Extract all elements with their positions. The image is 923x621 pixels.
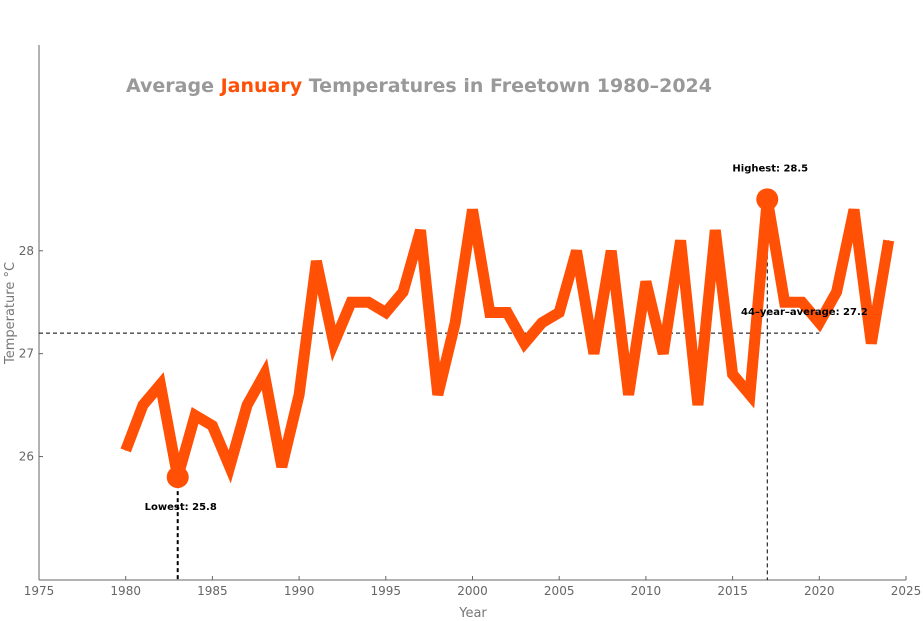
data-point [125, 449, 127, 451]
x-tick-label: 2025 [891, 584, 922, 598]
data-point [732, 373, 734, 375]
title-accent: January [219, 75, 303, 97]
data-point [506, 312, 508, 313]
x-axis-label: Year [458, 606, 487, 621]
data-point [281, 466, 283, 468]
data-point [610, 250, 612, 252]
x-tick-label: 2000 [457, 584, 488, 598]
data-point [680, 239, 682, 241]
data-point [645, 281, 647, 283]
data-point [784, 301, 786, 303]
data-point [159, 384, 161, 386]
data-point [888, 239, 890, 241]
data-point [315, 260, 317, 262]
y-tick-label: 26 [19, 450, 34, 464]
data-point [853, 209, 855, 211]
chart-title: Average January Temperatures in Freetown… [126, 75, 712, 97]
x-tick-label: 2010 [631, 584, 662, 598]
highest-marker [756, 188, 779, 211]
data-point [211, 425, 213, 427]
data-point [472, 209, 473, 211]
y-axis-label: Temperature °C [3, 262, 18, 365]
data-point [749, 394, 751, 396]
data-point [836, 291, 838, 293]
data-point [246, 404, 248, 406]
data-point [818, 322, 820, 324]
lowest-label: Lowest: 25.8 [145, 502, 217, 513]
lowest-marker [166, 466, 189, 489]
data-point [801, 301, 803, 303]
data-point [367, 301, 369, 303]
average-label: 44–year–average: 27.2 [741, 307, 868, 318]
y-tick-label: 28 [19, 244, 34, 258]
x-tick-label: 2020 [804, 584, 835, 598]
x-tick-label: 1980 [110, 584, 141, 598]
highest-label: Highest: 28.5 [732, 163, 808, 174]
data-point [454, 322, 456, 324]
data-point [333, 342, 335, 344]
data-point [229, 466, 231, 468]
data-point [350, 301, 352, 303]
data-point [385, 312, 387, 313]
data-point [298, 394, 300, 396]
data-point [628, 394, 630, 396]
x-tick-label: 1985 [197, 584, 228, 598]
data-point [593, 353, 595, 355]
x-tick-label: 2005 [544, 584, 575, 598]
data-point [402, 291, 404, 293]
data-point [194, 414, 196, 416]
temperature-line [120, 198, 895, 484]
data-point [541, 322, 543, 324]
data-point [697, 404, 699, 406]
data-point [419, 229, 421, 231]
x-tick-label: 1990 [284, 584, 315, 598]
data-point [714, 229, 716, 231]
x-tick-label: 2015 [717, 584, 748, 598]
data-point [142, 404, 144, 406]
data-point [437, 394, 439, 396]
data-point [870, 342, 872, 344]
y-tick-label: 27 [19, 347, 34, 361]
data-point [558, 312, 560, 313]
data-point [662, 353, 664, 355]
x-tick-label: 1995 [371, 584, 402, 598]
x-tick-label: 1975 [24, 584, 55, 598]
data-point [524, 342, 526, 344]
data-point [263, 373, 265, 375]
data-point [576, 250, 578, 252]
data-point [489, 312, 491, 313]
